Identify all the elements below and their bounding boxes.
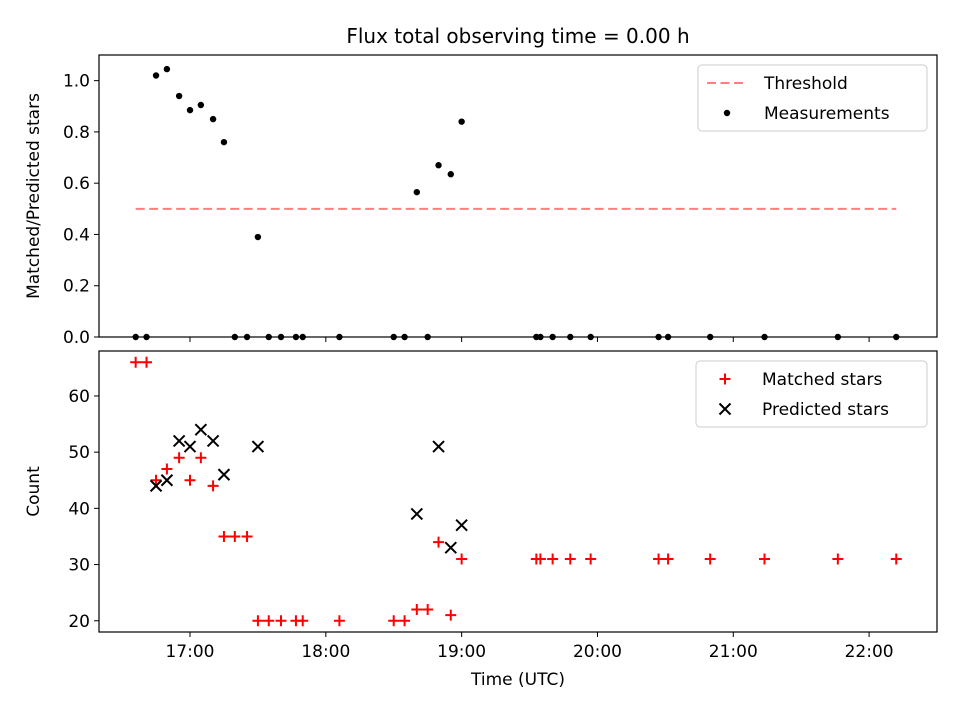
measurement-point bbox=[413, 188, 421, 196]
legend: Matched stars Predicted stars bbox=[695, 360, 928, 428]
matched-star-point bbox=[704, 553, 716, 565]
legend-box bbox=[697, 64, 928, 132]
y-tick-label: 0.6 bbox=[63, 174, 90, 194]
y-tick-label: 1.0 bbox=[63, 72, 90, 92]
matched-star-point bbox=[173, 452, 185, 464]
matched-star-point bbox=[150, 474, 162, 486]
matched-star-point bbox=[662, 553, 674, 565]
measurement-point bbox=[254, 233, 262, 241]
measurement-point bbox=[197, 101, 205, 109]
y-axis-label: Matched/Predicted stars bbox=[24, 93, 44, 299]
x-tick-label: 21:00 bbox=[709, 642, 758, 662]
y-tick-label: 0.2 bbox=[63, 277, 90, 297]
legend-box bbox=[695, 360, 928, 428]
matched-star-point bbox=[252, 615, 264, 627]
top-panel: 0.0 0.2 0.4 0.6 0.8 1.0 Matched/Predicted star… bbox=[24, 54, 938, 348]
chart-title: Flux total observing time = 0.00 h bbox=[346, 24, 689, 48]
predicted-star-point bbox=[455, 519, 468, 532]
predicted-star-point bbox=[206, 434, 220, 448]
measurement-point bbox=[209, 115, 217, 123]
matched-star-point bbox=[890, 553, 902, 565]
matched-star-point bbox=[130, 356, 142, 368]
matched-star-point bbox=[218, 530, 230, 542]
legend-label: Matched stars bbox=[762, 370, 882, 390]
matched-star-point bbox=[275, 615, 287, 627]
predicted-star-point bbox=[194, 423, 208, 436]
matched-star-point bbox=[388, 615, 400, 627]
matched-star-point bbox=[433, 536, 445, 548]
x-tick-label: 18:00 bbox=[301, 642, 350, 662]
measurement-point bbox=[163, 65, 171, 73]
y-tick-label: 30 bbox=[68, 556, 90, 576]
predicted-star-point bbox=[251, 440, 265, 453]
measurement-point bbox=[220, 138, 228, 146]
y-tick-label: 50 bbox=[68, 443, 90, 463]
measurement-point bbox=[435, 162, 442, 169]
matched-star-point bbox=[184, 474, 196, 486]
x-tick-label: 20:00 bbox=[573, 642, 622, 662]
x-tick-label: 19:00 bbox=[437, 642, 486, 662]
legend-matched-swatch bbox=[719, 373, 731, 385]
matched-star-point bbox=[241, 530, 253, 542]
matched-star-point bbox=[161, 463, 173, 475]
matched-star-point bbox=[547, 553, 559, 565]
matched-star-point bbox=[653, 553, 665, 565]
predicted-star-point bbox=[149, 479, 163, 493]
measurement-point bbox=[458, 118, 465, 125]
matched-star-point bbox=[195, 452, 207, 464]
matched-star-point bbox=[229, 530, 241, 542]
y-tick-label: 20 bbox=[68, 612, 90, 632]
matched-star-point bbox=[141, 356, 153, 368]
y-tick-label: 60 bbox=[68, 387, 90, 407]
measurement-point bbox=[152, 72, 160, 79]
x-tick-label: 17:00 bbox=[165, 642, 214, 662]
legend-measurement-swatch bbox=[723, 109, 731, 117]
predicted-star-point bbox=[432, 440, 445, 453]
matched-star-point bbox=[456, 553, 468, 565]
matched-star-point bbox=[534, 553, 546, 565]
predicted-star-point bbox=[410, 507, 424, 521]
predicted-star-point bbox=[444, 541, 457, 554]
y-tick-label: 0.0 bbox=[63, 328, 90, 348]
predicted-star-point bbox=[172, 434, 186, 448]
y-tick-label: 40 bbox=[68, 499, 90, 519]
plot-frame bbox=[98, 54, 938, 338]
measurement-point bbox=[186, 106, 194, 114]
legend-predicted-swatch bbox=[718, 402, 732, 416]
matched-star-point bbox=[399, 615, 411, 627]
measurement-point bbox=[447, 171, 454, 178]
predicted-star-point bbox=[160, 474, 174, 487]
matched-star-point bbox=[297, 615, 309, 627]
x-tick-label: 22:00 bbox=[845, 642, 894, 662]
legend-label: Threshold bbox=[763, 74, 848, 94]
matched-star-point bbox=[445, 609, 457, 621]
matched-star-point bbox=[585, 553, 597, 565]
matched-star-point bbox=[832, 553, 844, 565]
x-axis-label: Time (UTC) bbox=[470, 670, 565, 690]
legend-label: Predicted stars bbox=[762, 400, 889, 420]
matched-star-point bbox=[333, 615, 345, 627]
matched-star-point bbox=[422, 604, 434, 616]
y-tick-label: 0.4 bbox=[63, 225, 90, 245]
y-axis-label: Count bbox=[24, 466, 44, 517]
legend-label: Measurements bbox=[764, 104, 890, 124]
matched-star-point bbox=[263, 615, 275, 627]
legend: Threshold Measurements bbox=[697, 64, 928, 132]
bottom-panel: 20 30 40 50 60 17:00 18:00 19:00 20:00 21:00 22:00… bbox=[24, 350, 938, 690]
matched-star-point bbox=[207, 480, 219, 492]
matched-star-point bbox=[564, 553, 576, 565]
predicted-star-point bbox=[217, 468, 231, 481]
predicted-star-point bbox=[183, 440, 197, 453]
matched-star-point bbox=[759, 553, 771, 565]
measurement-point bbox=[175, 92, 183, 100]
plot-frame bbox=[98, 350, 938, 633]
y-tick-label: 0.8 bbox=[63, 123, 90, 143]
matched-star-point bbox=[411, 604, 423, 616]
